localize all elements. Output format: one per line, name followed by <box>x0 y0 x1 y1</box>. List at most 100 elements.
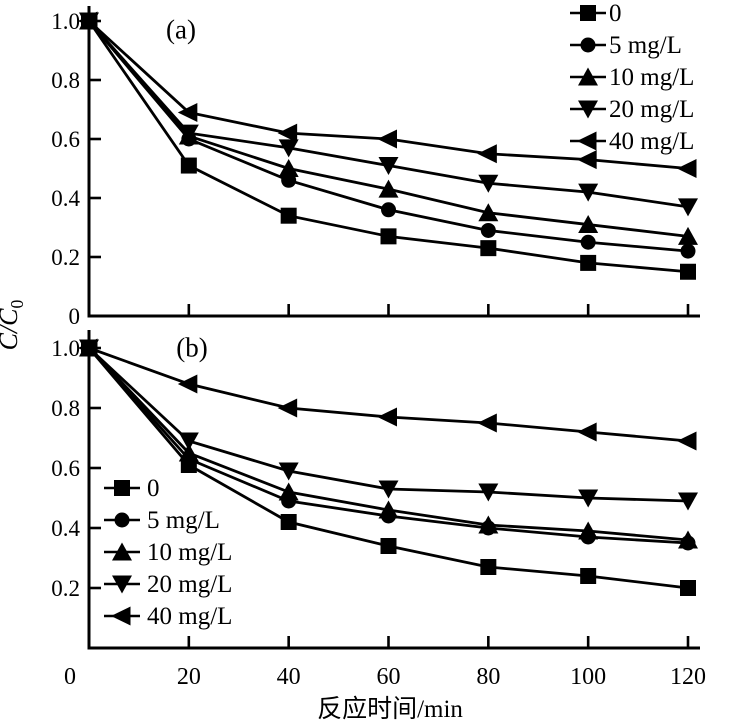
marker-square <box>114 480 130 496</box>
y-tick-label: 0 <box>69 304 81 329</box>
marker-triangle-left <box>277 398 298 418</box>
marker-square <box>180 157 197 174</box>
marker-circle <box>381 202 396 218</box>
marker-triangle-left <box>177 102 198 122</box>
legend-item: 40 mg/L <box>104 600 232 632</box>
marker-triangle-up <box>478 515 499 534</box>
marker-triangle-left <box>277 123 298 143</box>
x-tick-label: 40 <box>277 664 301 690</box>
marker-triangle-left <box>177 374 198 394</box>
y-tick-label: 0.6 <box>51 127 80 152</box>
y-tick-label: 0.6 <box>51 456 80 481</box>
marker-square <box>480 240 497 257</box>
marker-triangle-left <box>477 413 497 433</box>
marker-square <box>380 228 397 245</box>
legend-item: 0 <box>570 0 694 29</box>
marker-triangle-left <box>677 159 697 178</box>
marker-triangle-left <box>677 431 697 451</box>
marker-triangle-up <box>278 159 299 177</box>
marker-triangle-up <box>578 521 599 540</box>
panel-a: 1.0 0.8 0.6 0.4 0.2 0 <box>51 6 700 329</box>
marker-square <box>680 263 696 280</box>
marker-circle <box>114 512 130 528</box>
legend-item: 20 mg/L <box>570 93 694 125</box>
x-tick-label: 80 <box>476 664 500 690</box>
marker-triangle-left <box>577 150 597 170</box>
legend-panel-a: 0 5 mg/L 10 mg/L 20 mg/L 40 mg/L <box>570 0 694 157</box>
marker-triangle-up <box>178 443 199 462</box>
marker-square <box>380 538 397 554</box>
legend-item: 0 <box>104 472 232 504</box>
legend-triangle-left-icon <box>570 131 606 151</box>
marker-triangle-left <box>477 144 497 164</box>
legend-square-icon <box>570 5 606 21</box>
legend-triangle-down-icon <box>104 575 140 594</box>
y-tick-label: 0.2 <box>51 576 80 601</box>
legend-label: 0 <box>609 0 622 27</box>
marker-triangle-up <box>378 179 399 198</box>
panel-label-a: (a) <box>166 14 196 45</box>
marker-triangle-up <box>578 67 598 86</box>
marker-square <box>680 580 696 596</box>
y-tick-label: 1.0 <box>51 9 80 34</box>
x-tick-label: 120 <box>670 664 706 690</box>
y-tick-label: 1.0 <box>51 336 80 361</box>
marker-triangle-down <box>278 462 299 481</box>
marker-triangle-left <box>377 129 397 149</box>
marker-circle <box>480 222 496 238</box>
legend-label: 10 mg/L <box>609 63 695 91</box>
marker-triangle-down <box>578 100 598 119</box>
legend-item: 40 mg/L <box>570 125 694 157</box>
marker-triangle-down <box>578 489 599 508</box>
y-tick-label: 0.4 <box>51 516 80 541</box>
marker-triangle-left <box>377 407 397 427</box>
legend-label: 5 mg/L <box>609 31 682 59</box>
y-tick-label: 0.8 <box>51 68 80 93</box>
marker-triangle-up <box>578 215 599 234</box>
panel-label-b: (b) <box>176 332 208 363</box>
marker-triangle-up <box>278 482 299 501</box>
marker-triangle-up <box>112 542 132 561</box>
legend-label: 20 mg/L <box>609 95 695 123</box>
marker-triangle-down <box>378 157 399 176</box>
legend-triangle-down-icon <box>570 100 606 119</box>
origin-label: 0 <box>64 664 76 690</box>
marker-triangle-down <box>178 432 199 451</box>
legend-item: 5 mg/L <box>570 29 694 61</box>
legend-label: 20 mg/L <box>147 570 233 598</box>
legend-triangle-left-icon <box>104 606 140 626</box>
legend-label: 0 <box>147 474 160 502</box>
marker-triangle-left <box>111 606 131 626</box>
marker-square <box>580 5 596 21</box>
y-tick-label: 0.8 <box>51 396 80 421</box>
marker-circle <box>580 234 596 250</box>
marker-square <box>280 207 297 224</box>
x-axis-title: 反应时间/min <box>317 696 463 723</box>
legend-panel-b: 0 5 mg/L 10 mg/L 20 mg/L 40 mg/L <box>104 472 232 632</box>
y-axis-title-sub: 0 <box>7 299 28 309</box>
legend-item: 5 mg/L <box>104 504 232 536</box>
marker-square <box>580 254 597 271</box>
marker-triangle-left <box>78 338 98 358</box>
marker-triangle-up <box>678 226 698 245</box>
legend-label: 40 mg/L <box>147 602 233 630</box>
marker-triangle-up <box>378 500 399 519</box>
legend-triangle-up-icon <box>104 542 140 561</box>
x-tick-label: 60 <box>377 664 401 690</box>
marker-triangle-left <box>577 422 597 442</box>
legend-label: 40 mg/L <box>609 127 695 155</box>
marker-triangle-down <box>478 483 499 502</box>
marker-triangle-down <box>378 480 399 499</box>
legend-triangle-up-icon <box>570 67 606 86</box>
marker-square <box>580 568 597 584</box>
legend-label: 5 mg/L <box>147 506 220 534</box>
y-axis-title-main: C/C <box>0 308 23 351</box>
marker-circle <box>680 243 696 259</box>
legend-circle-icon <box>104 512 140 528</box>
legend-square-icon <box>104 480 140 496</box>
legend-label: 10 mg/L <box>147 538 233 566</box>
marker-triangle-down <box>478 174 499 193</box>
y-tick-label: 0.4 <box>51 186 80 211</box>
